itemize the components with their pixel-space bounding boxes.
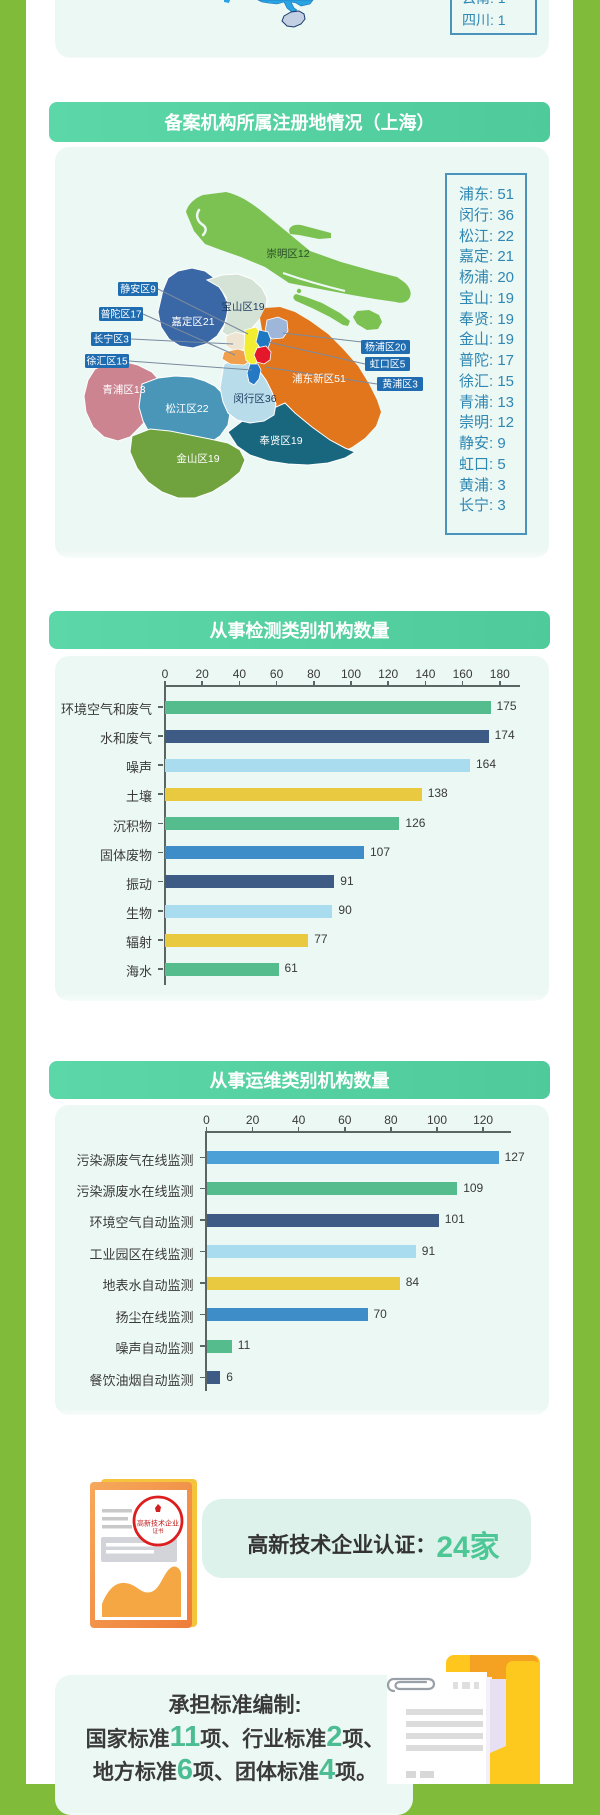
svg-text:闵行区36: 闵行区36 bbox=[233, 392, 276, 405]
svg-text:长宁区3: 长宁区3 bbox=[93, 333, 129, 346]
svg-text:普陀区17: 普陀区17 bbox=[100, 308, 142, 321]
svg-text:高新技术企业: 高新技术企业 bbox=[137, 1519, 179, 1528]
svg-text:黄浦区3: 黄浦区3 bbox=[382, 378, 418, 391]
svg-text:金山区19: 金山区19 bbox=[176, 452, 219, 465]
svg-text:宝山区19: 宝山区19 bbox=[221, 300, 264, 313]
svg-text:青浦区13: 青浦区13 bbox=[102, 383, 145, 396]
svg-text:虹口区5: 虹口区5 bbox=[370, 359, 406, 371]
svg-text:杨浦区20: 杨浦区20 bbox=[365, 341, 407, 354]
svg-text:奉贤区19: 奉贤区19 bbox=[259, 434, 302, 447]
svg-text:徐汇区15: 徐汇区15 bbox=[86, 355, 128, 368]
svg-text:证书: 证书 bbox=[152, 1527, 164, 1535]
svg-text:静安区9: 静安区9 bbox=[120, 283, 156, 296]
svg-text:嘉定区21: 嘉定区21 bbox=[171, 315, 214, 328]
svg-text:松江区22: 松江区22 bbox=[165, 402, 208, 415]
svg-text:崇明区12: 崇明区12 bbox=[266, 248, 309, 260]
svg-text:浦东新区51: 浦东新区51 bbox=[292, 372, 346, 385]
